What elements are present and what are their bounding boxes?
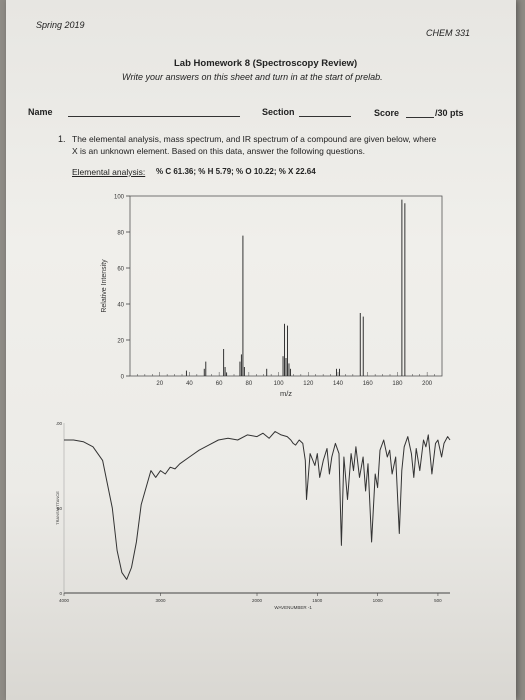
ir-x-tick-label: 4000 xyxy=(59,598,70,603)
section-label: Section xyxy=(262,107,295,117)
ir-y-tick-label: 0 xyxy=(59,591,62,596)
ms-x-tick-label: 140 xyxy=(333,381,344,387)
ir-x-tick-label: 500 xyxy=(434,598,442,603)
score-label: Score xyxy=(374,108,400,118)
ir-y-tick-label: 100 xyxy=(56,421,62,426)
ms-y-tick-label: 20 xyxy=(117,339,124,345)
ms-y-tick-label: 100 xyxy=(114,195,125,201)
course-label: CHEM 331 xyxy=(426,28,471,38)
ir-y-axis-label: TRANSMITTANCE xyxy=(56,491,60,525)
name-label: Name xyxy=(28,107,53,117)
section-blank xyxy=(299,116,351,117)
elemental-analysis-values: % C 61.36; % H 5.79; % O 10.22; % X 22.6… xyxy=(156,167,316,176)
name-blank xyxy=(68,116,240,117)
ms-y-tick-label: 0 xyxy=(121,375,125,381)
ms-x-tick-label: 100 xyxy=(274,381,285,387)
ms-y-tick-label: 40 xyxy=(117,303,124,309)
ir-y-tick-label: 50 xyxy=(57,506,63,511)
ms-x-tick-label: 40 xyxy=(186,381,193,387)
page-title: Lab Homework 8 (Spectroscopy Review) xyxy=(174,58,358,69)
ir-x-axis-label: WAVENUMBER -1 xyxy=(274,605,312,610)
ms-y-axis-label: Relative Intensity xyxy=(101,259,108,313)
ms-y-tick-label: 80 xyxy=(117,231,124,237)
ir-x-tick-label: 1500 xyxy=(312,598,323,603)
question-line-1: The elemental analysis, mass spectrum, a… xyxy=(72,134,437,144)
instructions-text: Write your answers on this sheet and tur… xyxy=(122,72,383,82)
score-blank xyxy=(406,117,434,118)
ms-x-tick-label: 200 xyxy=(422,381,433,387)
term-label: Spring 2019 xyxy=(36,20,85,30)
ir-spectrum-chart: 0 50 100 4000 3000 2000 1500 1000 500 WAVENUMBER … xyxy=(56,421,451,610)
score-total: /30 pts xyxy=(435,108,464,118)
mass-spectrum-chart: 0 20 40 60 80 100 20 40 60 80 100 120 140 160 180 200 m/… xyxy=(101,195,443,398)
worksheet-page: Spring 2019 CHEM 331 Lab Homework 8 (Spe… xyxy=(6,0,516,700)
ms-x-tick-label: 20 xyxy=(156,381,163,387)
ir-spectrum-line xyxy=(64,431,451,580)
ms-x-tick-label: 180 xyxy=(392,381,403,387)
elemental-analysis-label: Elemental analysis: xyxy=(72,167,146,177)
ms-x-tick-label: 120 xyxy=(303,381,314,387)
ms-y-tick-label: 60 xyxy=(117,267,124,273)
ms-x-tick-label: 60 xyxy=(216,381,223,387)
ir-x-tick-label: 2000 xyxy=(252,598,263,603)
ms-plot-frame xyxy=(129,195,443,377)
ms-x-tick-label: 80 xyxy=(246,381,253,387)
ir-x-tick-label: 1000 xyxy=(373,598,384,603)
question-number: 1. xyxy=(58,134,66,144)
ms-x-tick-label: 160 xyxy=(363,381,374,387)
ir-x-tick-label: 3000 xyxy=(155,598,166,603)
ms-x-axis-label: m/z xyxy=(280,389,292,398)
question-line-2: X is an unknown element. Based on this d… xyxy=(72,146,365,156)
